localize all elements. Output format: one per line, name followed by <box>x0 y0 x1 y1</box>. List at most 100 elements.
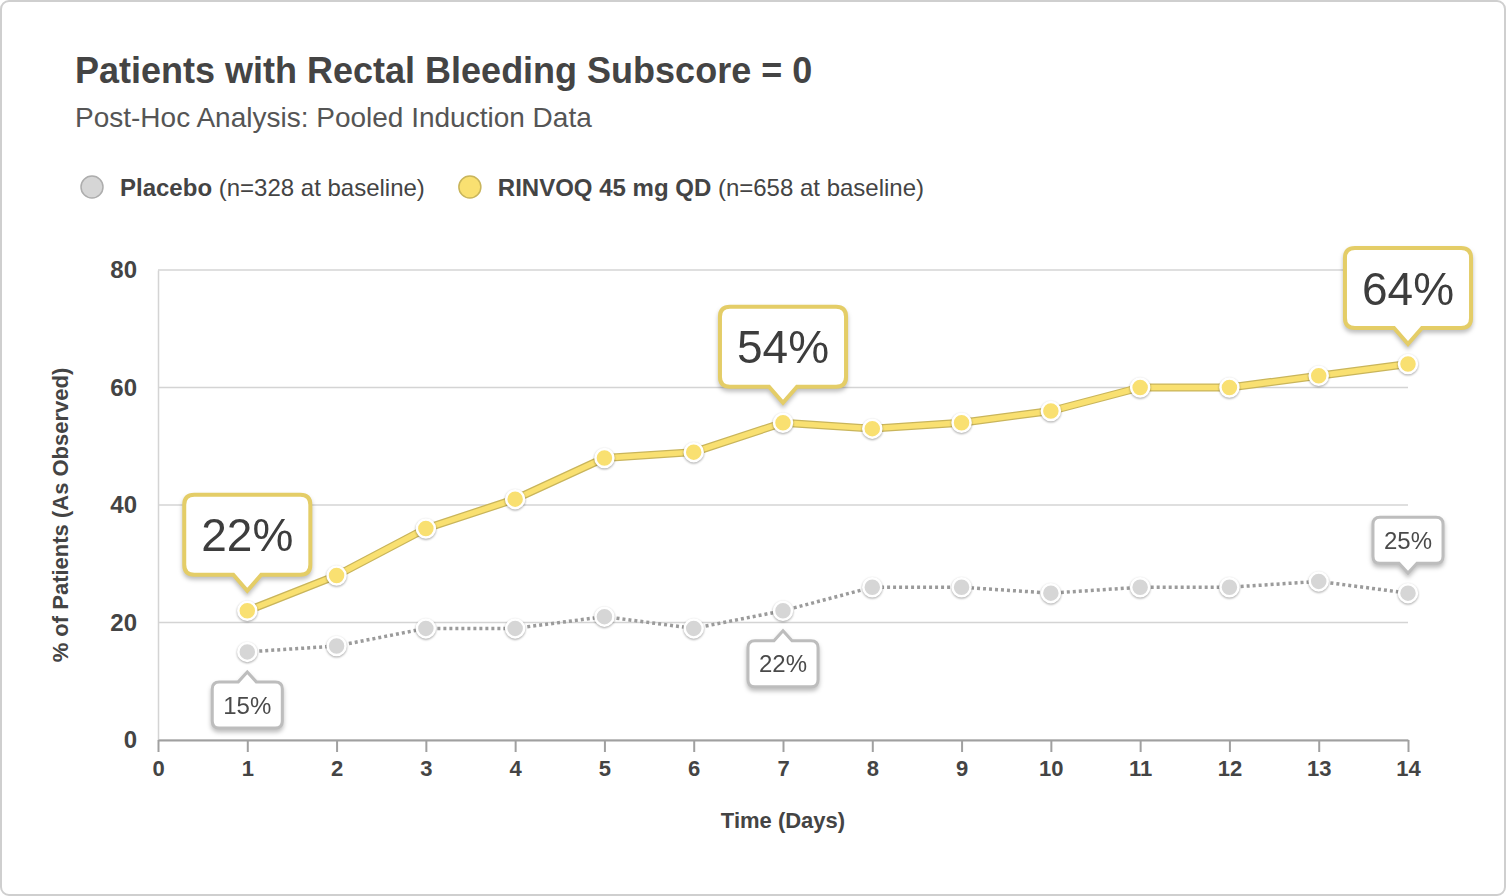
marker <box>774 602 792 620</box>
data-label-text: 25% <box>1384 527 1432 554</box>
x-tick: 5 <box>599 740 611 781</box>
data-label-text: 64% <box>1362 263 1454 315</box>
y-axis-line <box>158 271 160 741</box>
x-tick: 3 <box>420 740 432 781</box>
x-tick: 12 <box>1218 740 1242 781</box>
marker <box>238 602 256 620</box>
grid-line <box>158 622 1408 624</box>
grid-line <box>158 504 1408 506</box>
x-tick: 11 <box>1129 740 1152 781</box>
x-tick-mark <box>1229 740 1231 752</box>
data-label-box <box>1345 248 1471 344</box>
x-tick: 13 <box>1307 740 1331 781</box>
y-tick-label: 0 <box>124 726 137 753</box>
x-tick-mark <box>158 740 160 752</box>
x-tick: 4 <box>510 740 523 781</box>
series-line <box>247 364 1408 611</box>
grid <box>158 270 1408 740</box>
data-label: 25% <box>1373 517 1443 573</box>
x-tick: 7 <box>777 740 789 781</box>
marker <box>1399 584 1417 602</box>
marker <box>328 567 346 585</box>
x-tick-mark <box>1050 740 1052 752</box>
marker <box>506 490 524 508</box>
series <box>238 572 1417 661</box>
marker <box>953 414 971 432</box>
x-tick-label: 6 <box>688 756 700 781</box>
x-tick-mark <box>693 740 695 752</box>
marker <box>1131 578 1149 596</box>
x-tick-label: 4 <box>510 756 523 781</box>
x-tick-label: 0 <box>152 756 164 781</box>
x-tick-label: 12 <box>1218 756 1242 781</box>
marker <box>863 420 881 438</box>
x-tick-label: 5 <box>599 756 611 781</box>
y-axis: 020406080 <box>110 256 158 753</box>
x-tick-mark <box>336 740 338 752</box>
data-label-text: 22% <box>759 650 807 677</box>
x-tick-label: 3 <box>420 756 432 781</box>
marker <box>1042 584 1060 602</box>
marker <box>1399 355 1417 373</box>
data-label: 54% <box>720 307 846 403</box>
marker <box>328 637 346 655</box>
x-tick-label: 9 <box>956 756 968 781</box>
x-tick-mark <box>1318 740 1320 752</box>
marker <box>685 443 703 461</box>
x-tick-label: 8 <box>867 756 879 781</box>
data-label: 64% <box>1345 248 1471 344</box>
marker <box>774 414 792 432</box>
data-label-text: 15% <box>223 692 271 719</box>
chart: Patients with Rectal Bleeding Subscore =… <box>0 0 1506 896</box>
marker <box>238 643 256 661</box>
card <box>1 1 1505 895</box>
x-axis-title: Time (Days) <box>721 808 845 833</box>
legend-item: RINVOQ 45 mg QD (n=658 at baseline) <box>459 174 924 201</box>
x-tick-mark <box>604 740 606 752</box>
marker <box>863 578 881 596</box>
x-tick: 1 <box>242 740 254 781</box>
legend-swatch <box>459 176 481 198</box>
legend-swatch <box>81 176 103 198</box>
title: Patients with Rectal Bleeding Subscore =… <box>75 50 812 91</box>
marker <box>595 608 613 626</box>
data-label-box <box>720 307 846 403</box>
x-tick-label: 14 <box>1396 756 1421 781</box>
x-tick: 14 <box>1396 740 1421 781</box>
series-line-edge <box>247 364 1408 611</box>
x-tick-label: 1 <box>242 756 254 781</box>
data-label: 22% <box>184 495 310 591</box>
x-tick-mark <box>425 740 427 752</box>
marker <box>1042 402 1060 420</box>
y-tick: 0 <box>124 726 158 753</box>
marker <box>417 520 435 538</box>
x-tick-mark <box>247 740 249 752</box>
y-tick: 40 <box>110 491 158 518</box>
data-label: 15% <box>212 672 282 728</box>
y-tick: 60 <box>110 374 158 401</box>
x-tick-mark <box>961 740 963 752</box>
x-tick-mark <box>1140 740 1142 752</box>
marker <box>953 578 971 596</box>
marker <box>1310 572 1328 590</box>
x-tick: 6 <box>688 740 700 781</box>
marker <box>1131 379 1149 397</box>
x-tick: 2 <box>331 740 343 781</box>
marker <box>595 449 613 467</box>
y-tick-label: 60 <box>110 374 137 401</box>
marker <box>506 619 524 637</box>
x-tick-mark <box>872 740 874 752</box>
x-tick-label: 10 <box>1039 756 1063 781</box>
y-axis-title: % of Patients (As Observed) <box>48 368 73 663</box>
x-tick: 0 <box>152 740 164 781</box>
series <box>238 355 1417 620</box>
y-tick-label: 40 <box>110 491 137 518</box>
legend-item: Placebo (n=328 at baseline) <box>81 174 425 201</box>
data-label-box <box>748 631 818 687</box>
y-tick-label: 20 <box>110 609 137 636</box>
legend: Placebo (n=328 at baseline) RINVOQ 45 mg … <box>81 174 924 201</box>
data-label: 22% <box>748 631 818 687</box>
x-tick: 8 <box>867 740 879 781</box>
subtitle: Post-Hoc Analysis: Pooled Induction Data <box>75 102 592 133</box>
x-tick-label: 7 <box>777 756 789 781</box>
